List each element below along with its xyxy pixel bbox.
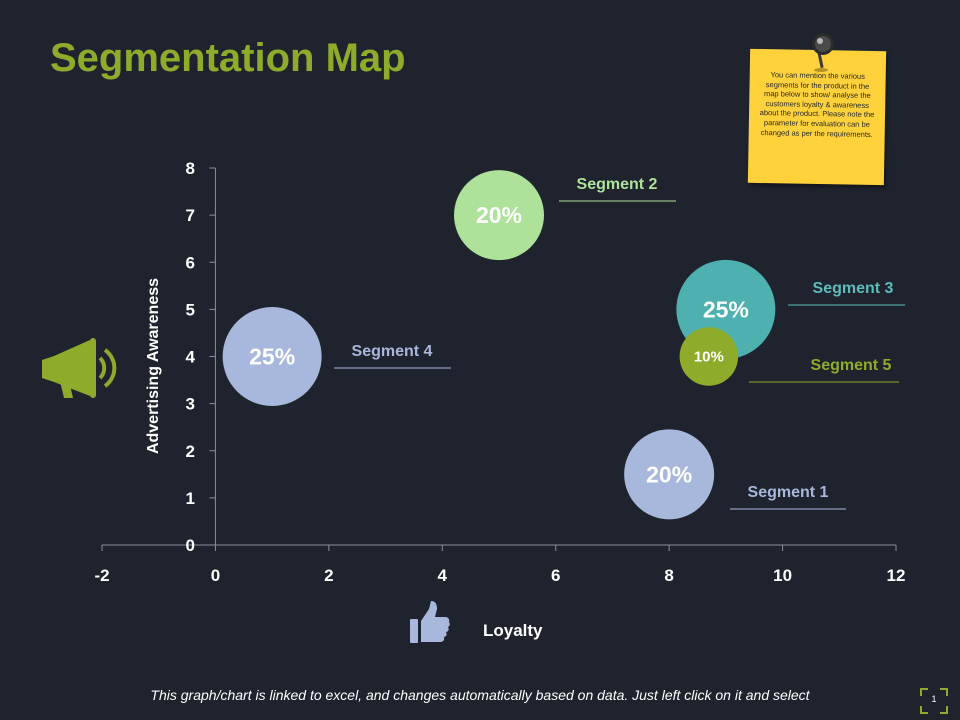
bubble-value-label: 20% [476, 202, 522, 228]
sticky-note-text: You can mention the various segments for… [759, 70, 875, 139]
segment-label: Segment 3 [813, 280, 894, 297]
bubble-point[interactable] [679, 327, 739, 386]
y-axis-title: Advertising Awareness [145, 278, 162, 454]
x-tick-label: 10 [773, 566, 792, 585]
fullscreen-icon[interactable] [920, 688, 948, 714]
bubble-value-label: 10% [694, 349, 724, 366]
x-tick-label: 12 [887, 566, 906, 585]
y-tick-label: 8 [186, 159, 195, 178]
y-tick-label: 6 [186, 253, 195, 272]
x-tick-label: 6 [551, 566, 560, 585]
y-tick-label: 1 [186, 489, 195, 508]
x-tick-label: 0 [211, 566, 220, 585]
bubble-point[interactable] [454, 170, 544, 261]
bubble-point[interactable] [222, 307, 322, 406]
y-tick-label: 3 [186, 395, 195, 414]
segment-label: Segment 1 [748, 484, 829, 501]
x-tick-label: 8 [664, 566, 673, 585]
page-number: 1 [931, 694, 937, 704]
bubble-value-label: 20% [646, 461, 692, 487]
x-tick-label: -2 [94, 566, 109, 585]
y-tick-label: 2 [186, 442, 195, 461]
megaphone-icon [42, 338, 117, 398]
slide-title: Segmentation Map [50, 36, 406, 80]
y-tick-label: 0 [186, 536, 195, 555]
x-tick-label: 2 [324, 566, 333, 585]
x-tick-label: 4 [438, 566, 448, 585]
x-axis-title: Loyalty [483, 621, 543, 640]
thumbs-up-icon [410, 601, 450, 643]
y-tick-label: 4 [186, 348, 196, 367]
segment-label: Segment 5 [811, 357, 892, 374]
y-tick-label: 5 [186, 300, 195, 319]
bubble-point[interactable] [624, 429, 715, 520]
y-tick-label: 7 [186, 206, 195, 225]
bubble-value-label: 25% [703, 296, 749, 322]
pushpin-icon [812, 33, 834, 72]
bubble-value-label: 25% [249, 344, 295, 370]
segment-label: Segment 4 [352, 343, 433, 360]
chart-segment-labels: Segment 1 Segment 2 Segment 3 Segment 4 Segm… [334, 176, 905, 510]
chart-bubbles[interactable]: 20% 20% 25% 25% 10% [222, 170, 776, 520]
footer-note: This graph/chart is linked to excel, and… [150, 687, 810, 703]
segment-label: Segment 2 [577, 176, 658, 193]
